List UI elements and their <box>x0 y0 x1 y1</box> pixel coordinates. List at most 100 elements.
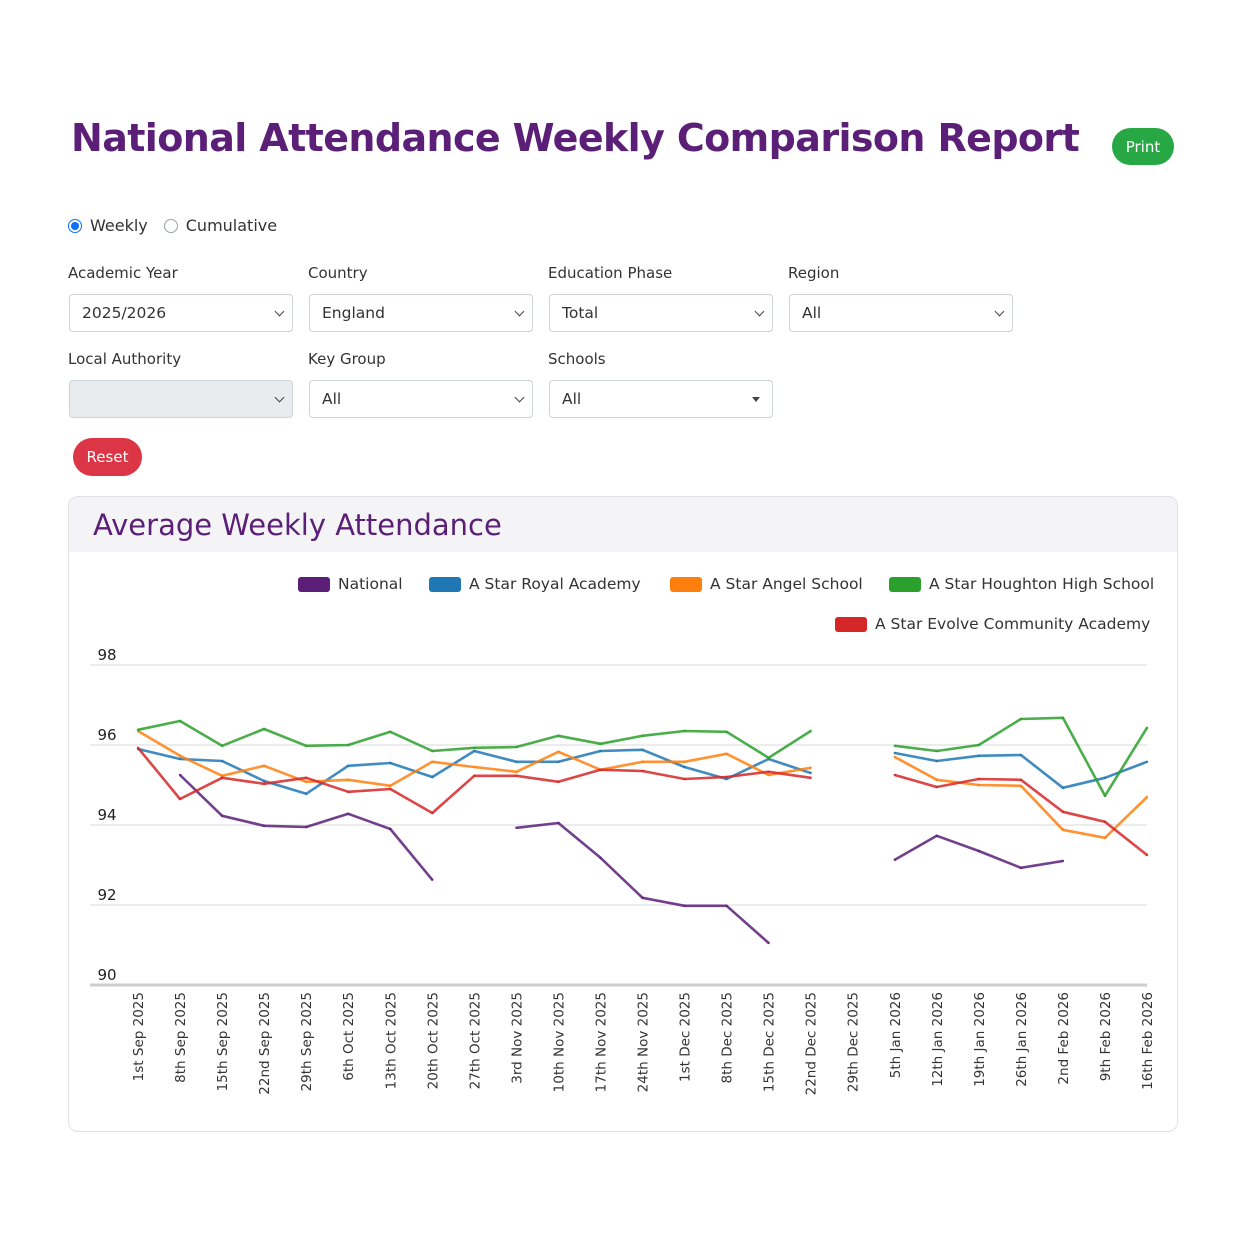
x-tick-label: 13th Oct 2025 <box>383 992 399 1089</box>
data-point <box>683 765 686 769</box>
x-tick-label: 1st Dec 2025 <box>678 992 694 1082</box>
data-point <box>262 782 266 785</box>
data-point <box>557 780 560 783</box>
legend-swatch <box>889 576 921 592</box>
mode-radio-group: Weekly Cumulative <box>68 216 293 235</box>
data-point <box>178 754 182 757</box>
data-point <box>725 777 728 781</box>
chevron-down-icon <box>274 306 285 317</box>
data-point <box>935 778 938 781</box>
cumulative-radio-label: Cumulative <box>185 216 278 235</box>
x-tick-label: 24th Nov 2025 <box>636 992 652 1092</box>
chevron-down-icon <box>754 306 765 317</box>
chevron-down-icon <box>514 392 525 403</box>
data-point <box>515 745 518 749</box>
region-value: All <box>802 304 822 322</box>
x-tick-label: 27th Oct 2025 <box>467 992 483 1089</box>
x-tick-label: 6th Oct 2025 <box>341 992 357 1081</box>
data-point <box>1019 753 1023 757</box>
legend-item-houghton-high[interactable]: A Star Houghton High School <box>889 575 1154 593</box>
data-point <box>557 734 560 737</box>
data-point <box>262 779 266 783</box>
country-label: Country <box>308 264 368 282</box>
cumulative-radio-indicator[interactable] <box>163 218 178 233</box>
data-point <box>683 904 686 907</box>
chevron-down-icon <box>274 392 285 403</box>
print-button[interactable]: Print <box>1112 128 1174 165</box>
data-point <box>641 769 644 773</box>
x-tick-label: 29th Sep 2025 <box>299 992 315 1091</box>
data-point <box>473 746 476 749</box>
data-point <box>809 729 812 733</box>
x-tick-label: 5th Jan 2026 <box>888 992 904 1078</box>
x-tick-label: 15th Sep 2025 <box>215 992 231 1091</box>
x-tick-label: 20th Oct 2025 <box>425 992 441 1089</box>
key-group-select[interactable]: All <box>309 380 533 418</box>
data-point <box>1145 760 1149 763</box>
legend-item-evolve-community[interactable]: A Star Evolve Community Academy <box>835 615 1150 633</box>
key-group-value: All <box>322 390 342 408</box>
data-point <box>178 797 182 801</box>
region-select[interactable]: All <box>789 294 1013 332</box>
y-tick-label: 94 <box>97 806 116 824</box>
data-point <box>767 756 770 759</box>
data-point <box>767 770 770 773</box>
data-point <box>683 729 686 733</box>
x-tick-label: 2nd Feb 2026 <box>1056 992 1072 1085</box>
data-point <box>347 790 350 793</box>
data-point <box>893 751 896 755</box>
data-point <box>304 825 308 829</box>
data-point <box>641 734 644 737</box>
data-point <box>178 757 182 761</box>
x-tick-label: 22nd Dec 2025 <box>804 992 820 1095</box>
data-point <box>431 775 434 779</box>
x-tick-label: 12th Jan 2026 <box>930 992 946 1087</box>
data-point <box>515 774 518 777</box>
data-point <box>809 771 812 775</box>
data-point <box>473 749 476 753</box>
data-point <box>893 773 896 777</box>
reset-button[interactable]: Reset <box>73 438 142 476</box>
x-tick-label: 19th Jan 2026 <box>972 992 988 1087</box>
legend-swatch <box>298 576 330 592</box>
data-point <box>725 730 728 733</box>
data-point <box>136 728 140 731</box>
local-authority-label: Local Authority <box>68 350 182 368</box>
legend-item-national[interactable]: National <box>298 575 403 593</box>
x-tick-label: 22nd Sep 2025 <box>257 992 273 1095</box>
country-select[interactable]: England <box>309 294 533 332</box>
data-point <box>809 776 812 779</box>
x-tick-label: 8th Sep 2025 <box>173 992 189 1083</box>
data-point <box>220 759 224 763</box>
data-point <box>599 749 602 753</box>
data-point <box>1061 786 1065 789</box>
data-point <box>557 750 560 753</box>
line-chart: 90 92 94 96 98 1st Sep 2025 8th Sep 2025 15th S… <box>90 646 1156 1095</box>
schools-select[interactable]: All <box>549 380 773 418</box>
data-point <box>599 768 602 771</box>
data-point <box>389 787 392 791</box>
weekly-radio[interactable]: Weekly <box>68 216 148 235</box>
data-point <box>389 730 392 733</box>
weekly-radio-indicator[interactable] <box>68 218 82 233</box>
data-point <box>809 766 812 769</box>
academic-year-select[interactable]: 2025/2026 <box>69 294 293 332</box>
local-authority-select[interactable] <box>69 380 293 418</box>
data-point <box>262 764 266 767</box>
data-point <box>347 812 350 815</box>
data-point <box>389 761 392 765</box>
data-point <box>935 785 938 789</box>
legend-item-royal-academy[interactable]: A Star Royal Academy <box>429 575 641 593</box>
data-point <box>304 744 308 747</box>
data-point <box>389 827 392 831</box>
data-point <box>641 896 644 899</box>
data-point <box>725 775 728 779</box>
series-line-1 <box>894 751 1148 790</box>
legend-item-angel-school[interactable]: A Star Angel School <box>670 575 863 593</box>
data-point <box>1103 776 1107 779</box>
data-point <box>1019 717 1023 721</box>
data-point <box>1019 778 1023 781</box>
data-point <box>641 748 644 751</box>
cumulative-radio[interactable]: Cumulative <box>163 216 278 235</box>
education-phase-select[interactable]: Total <box>549 294 773 332</box>
